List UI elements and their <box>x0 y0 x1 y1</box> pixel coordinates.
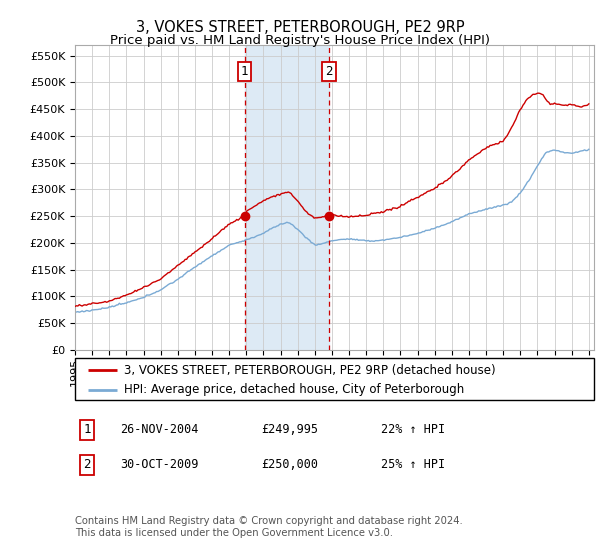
Text: 25% ↑ HPI: 25% ↑ HPI <box>381 458 445 472</box>
Text: HPI: Average price, detached house, City of Peterborough: HPI: Average price, detached house, City… <box>124 384 464 396</box>
Text: 1: 1 <box>83 423 91 436</box>
Text: 26-NOV-2004: 26-NOV-2004 <box>120 423 199 436</box>
Text: Price paid vs. HM Land Registry's House Price Index (HPI): Price paid vs. HM Land Registry's House … <box>110 34 490 46</box>
Bar <box>245 45 329 350</box>
Text: £250,000: £250,000 <box>261 458 318 472</box>
Text: 30-OCT-2009: 30-OCT-2009 <box>120 458 199 472</box>
Text: £249,995: £249,995 <box>261 423 318 436</box>
Text: Contains HM Land Registry data © Crown copyright and database right 2024.
This d: Contains HM Land Registry data © Crown c… <box>75 516 463 538</box>
Text: 1: 1 <box>241 65 248 78</box>
Text: 3, VOKES STREET, PETERBOROUGH, PE2 9RP (detached house): 3, VOKES STREET, PETERBOROUGH, PE2 9RP (… <box>124 363 496 377</box>
Text: 2: 2 <box>325 65 333 78</box>
Text: 3, VOKES STREET, PETERBOROUGH, PE2 9RP: 3, VOKES STREET, PETERBOROUGH, PE2 9RP <box>136 20 464 35</box>
Text: 2: 2 <box>83 458 91 472</box>
Text: 22% ↑ HPI: 22% ↑ HPI <box>381 423 445 436</box>
